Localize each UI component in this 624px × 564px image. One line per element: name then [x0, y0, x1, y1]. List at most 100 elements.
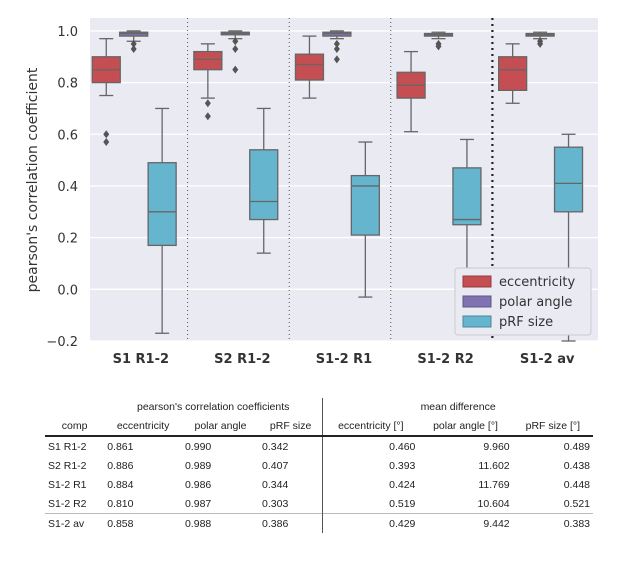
box-iqr — [147, 162, 177, 247]
table-cell: 0.519 — [322, 494, 419, 514]
y-axis-label: pearson's correlation coefficient — [25, 67, 41, 292]
col-comp: comp — [45, 416, 105, 437]
outlier-point — [333, 55, 340, 64]
table-cell: 0.884 — [107, 478, 134, 491]
table-cell: 9.442 — [418, 513, 513, 533]
table-group-header-mean-difference: mean difference — [322, 398, 593, 416]
table-cell: 0.990 — [184, 440, 212, 453]
table-cell: 0.861 — [107, 440, 134, 453]
outlier-point — [435, 42, 442, 51]
table-group-header-row: pearson's correlation coefficients mean … — [45, 398, 593, 416]
x-tick-label: S1-2 av — [520, 352, 575, 367]
legend-label-eccentricity: eccentricity — [499, 275, 575, 290]
table-cell: 0.986 — [184, 478, 212, 491]
table-cell: 0.383 — [512, 513, 593, 533]
outlier-point — [232, 45, 239, 54]
table-cell: 0.858 — [104, 513, 182, 533]
table-row: S1-2 R2 0.810 0.987 0.303 0.519 10.604 0… — [45, 494, 593, 514]
col-eccentricity: eccentricity — [104, 416, 182, 437]
outlier-point — [204, 99, 211, 108]
table-cell: 9.960 — [483, 440, 510, 453]
outlier-point — [130, 45, 137, 54]
summary-table: pearson's correlation coefficients mean … — [45, 398, 593, 533]
box-polar-angle-s2-r1-2 — [220, 30, 250, 74]
outlier-point — [204, 112, 211, 121]
table-cell: 11.769 — [478, 478, 510, 491]
box-polar-angle-s1-r1-2 — [119, 30, 149, 54]
box-prf-size-s1-r1-2 — [147, 107, 177, 334]
outlier-point — [103, 138, 110, 147]
table-row: S1-2 R1 0.884 0.986 0.344 0.424 11.769 0… — [45, 475, 593, 494]
y-tick-label: 0.2 — [57, 232, 78, 247]
outlier-point — [130, 39, 137, 48]
table-cell: S1-2 av — [45, 513, 105, 533]
legend-swatch-eccentricity — [462, 275, 492, 288]
legend: eccentricity polar angle pRF size — [454, 267, 592, 336]
table-row: S2 R1-2 0.886 0.989 0.407 0.393 11.602 0… — [45, 456, 593, 475]
outlier-point — [103, 130, 110, 139]
y-tick-label: 1.0 — [57, 25, 78, 40]
table-cell: S1-2 R1 — [48, 478, 87, 491]
table-cell: 0.989 — [184, 459, 212, 472]
box-eccentricity-s2-r1-2 — [193, 43, 223, 121]
legend-swatch-polar-angle — [462, 295, 492, 308]
table-cell: 0.988 — [181, 513, 260, 533]
box-iqr — [498, 56, 528, 92]
table-cell: 10.604 — [477, 497, 510, 510]
box-eccentricity-s1-r1-2 — [91, 38, 121, 147]
box-polar-angle-s1-2-av — [525, 31, 555, 48]
y-tick-label: 0.6 — [57, 128, 78, 143]
table-cell: 0.489 — [563, 440, 590, 453]
table-row: S1-2 av 0.858 0.988 0.386 0.429 9.442 0.… — [45, 513, 593, 533]
table-group-spacer — [45, 398, 104, 416]
legend-label-prf-size: pRF size — [499, 315, 553, 330]
box-plot-chart: −0.2 0.0 0.2 0.4 0.6 0.8 1.0 S1 R1-2 S2 R1-2 S1-… — [25, 18, 598, 367]
col-polar-angle: polar angle — [181, 416, 260, 437]
y-tick-labels: −0.2 0.0 0.2 0.4 0.6 0.8 1.0 — [46, 25, 78, 350]
outlier-point — [537, 39, 544, 48]
box-polar-angle-s1-2-r1 — [322, 30, 352, 64]
table-cell: 0.448 — [563, 478, 590, 491]
table-cell: 0.344 — [262, 478, 289, 491]
table-cell: 0.987 — [184, 497, 212, 510]
table-row: S1 R1-2 0.861 0.990 0.342 0.460 9.960 0.… — [45, 436, 593, 456]
box-iqr — [249, 149, 279, 221]
series-polar-angle — [119, 30, 555, 74]
table-cell: 0.460 — [322, 436, 419, 456]
y-tick-label: 0.8 — [57, 77, 78, 92]
box-prf-size-s2-r1-2 — [249, 107, 279, 254]
outlier-point — [232, 37, 239, 46]
table-cell: S1-2 R2 — [48, 497, 87, 510]
series-eccentricity — [91, 35, 528, 147]
table-cell: 0.424 — [322, 475, 419, 494]
box-iqr — [193, 50, 223, 71]
table-cell: 0.429 — [322, 513, 419, 533]
x-tick-label: S1 R1-2 — [113, 352, 169, 367]
box-iqr — [452, 167, 482, 226]
box-series — [91, 30, 584, 342]
table-cell: 0.342 — [262, 440, 289, 453]
table-cell: 0.386 — [259, 513, 323, 533]
table-cell: 0.407 — [262, 459, 289, 472]
col-prf-size: pRF size — [259, 416, 323, 437]
x-tick-label: S1-2 R2 — [417, 352, 473, 367]
box-eccentricity-s1-2-r2 — [396, 50, 426, 133]
x-tick-labels: S1 R1-2 S2 R1-2 S1-2 R1 S1-2 R2 S1-2 av — [113, 352, 575, 367]
x-tick-label: S2 R1-2 — [214, 352, 270, 367]
table-cell: 0.886 — [107, 459, 134, 472]
table-cell: S1 R1-2 — [48, 440, 87, 453]
box-iqr — [553, 146, 584, 213]
table-cell: S2 R1-2 — [48, 459, 87, 472]
box-iqr — [350, 174, 380, 236]
outlier-point — [333, 39, 340, 48]
legend-label-polar-angle: polar angle — [499, 295, 572, 310]
y-tick-label: 0.4 — [57, 180, 78, 195]
outlier-point — [232, 65, 239, 74]
table-cell: 0.303 — [262, 497, 289, 510]
x-tick-label: S1-2 R1 — [316, 352, 372, 367]
outlier-point — [333, 45, 340, 54]
col-prf-size-deg: pRF size [°] — [512, 416, 593, 437]
col-eccentricity-deg: eccentricity [°] — [322, 416, 419, 437]
table-cell: 11.602 — [478, 459, 510, 472]
series-prf-size — [147, 107, 584, 342]
